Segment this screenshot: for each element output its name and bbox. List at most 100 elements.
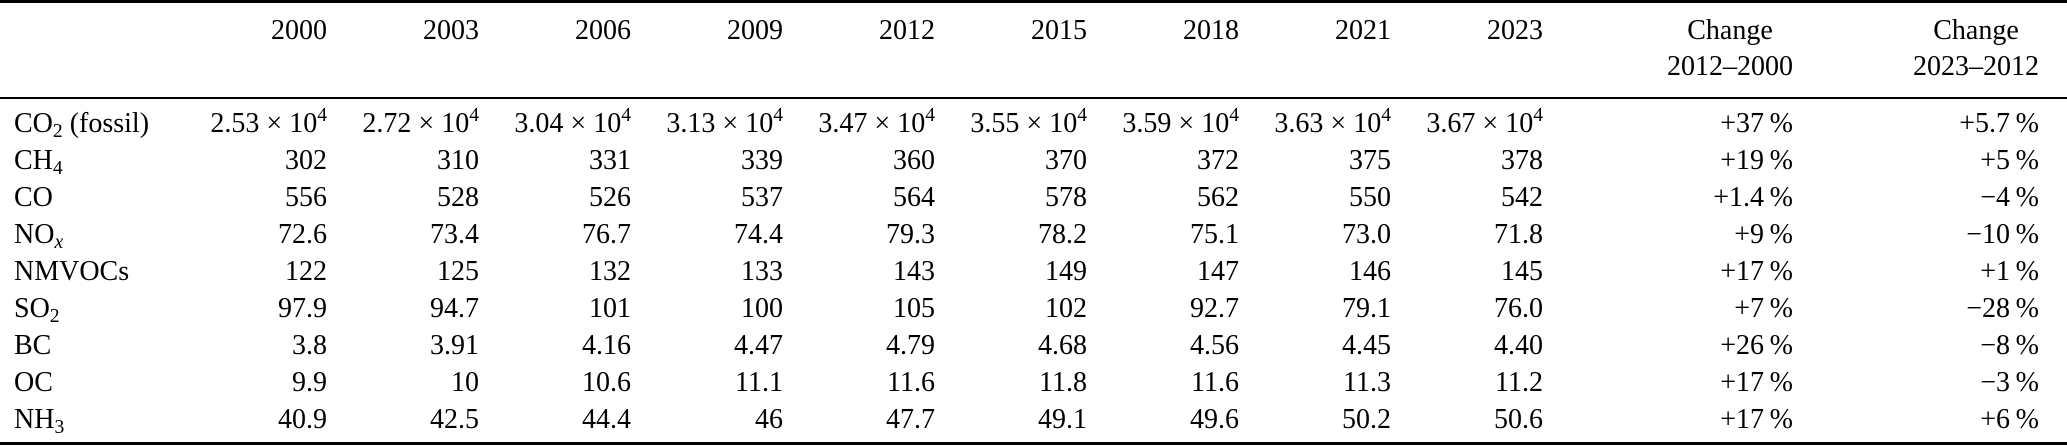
value-cell: 3.13 × 104 xyxy=(666,105,783,139)
value-cell: 147 xyxy=(1197,256,1239,287)
value-cell: 3.8 xyxy=(292,330,327,361)
value-cell: 47.7 xyxy=(886,404,935,435)
table-row: NMVOCs 122 125 132 133 143 149 147 146 1… xyxy=(0,253,2067,290)
value-cell: 375 xyxy=(1349,145,1391,176)
value-cell: 310 xyxy=(437,145,479,176)
value-cell: 562 xyxy=(1197,182,1239,213)
change-cell: +37 % xyxy=(1720,108,1793,139)
value-cell: 122 xyxy=(285,256,327,287)
value-cell: 3.63 × 104 xyxy=(1274,105,1391,139)
value-cell: 71.8 xyxy=(1494,219,1543,250)
value-cell: 331 xyxy=(589,145,631,176)
change-cell: −4 % xyxy=(1980,182,2039,213)
value-cell: 11.2 xyxy=(1495,367,1543,398)
value-cell: 125 xyxy=(437,256,479,287)
value-cell: 74.4 xyxy=(734,219,783,250)
table-row: CO 556 528 526 537 564 578 562 550 542 +… xyxy=(0,179,2067,216)
value-cell: 564 xyxy=(893,182,935,213)
value-cell: 4.45 xyxy=(1342,330,1391,361)
value-cell: 11.3 xyxy=(1343,367,1391,398)
value-cell: 4.40 xyxy=(1494,330,1543,361)
value-cell: 302 xyxy=(285,145,327,176)
col-header-change-2023-2012: Change 2023–2012 xyxy=(1793,1,2067,99)
value-cell: 72.6 xyxy=(278,219,327,250)
value-cell: 100 xyxy=(741,293,783,324)
value-cell: 42.5 xyxy=(430,404,479,435)
change-cell: +19 % xyxy=(1720,145,1793,176)
change-cell: +1.4 % xyxy=(1713,182,1793,213)
value-cell: 542 xyxy=(1501,182,1543,213)
value-cell: 372 xyxy=(1197,145,1239,176)
species-cell: NH3 xyxy=(14,404,65,439)
table-row: CO2 (fossil) 2.53 × 104 2.72 × 104 3.04 … xyxy=(0,98,2067,142)
value-cell: 49.6 xyxy=(1190,404,1239,435)
value-cell: 94.7 xyxy=(430,293,479,324)
value-cell: 3.91 xyxy=(430,330,479,361)
species-cell: CO2 (fossil) xyxy=(14,108,150,143)
value-cell: 526 xyxy=(589,182,631,213)
value-cell: 44.4 xyxy=(582,404,631,435)
col-header-year-2012: 2012 xyxy=(783,1,935,99)
change-header-stack: Change 2023–2012 xyxy=(1913,15,2039,82)
value-cell: 11.8 xyxy=(1039,367,1087,398)
value-cell: 378 xyxy=(1501,145,1543,176)
col-header-year-2018: 2018 xyxy=(1087,1,1239,99)
value-cell: 76.0 xyxy=(1494,293,1543,324)
table-row: NH3 40.9 42.5 44.4 46 47.7 49.1 49.6 50.… xyxy=(0,401,2067,444)
species-cell: CH4 xyxy=(14,145,63,180)
species-cell: CO xyxy=(14,182,53,213)
value-cell: 537 xyxy=(741,182,783,213)
value-cell: 132 xyxy=(589,256,631,287)
value-cell: 73.4 xyxy=(430,219,479,250)
value-cell: 75.1 xyxy=(1190,219,1239,250)
col-header-year-2003: 2003 xyxy=(327,1,479,99)
change-cell: +26 % xyxy=(1720,330,1793,361)
change-cell: +5.7 % xyxy=(1959,108,2039,139)
value-cell: 101 xyxy=(589,293,631,324)
value-cell: 105 xyxy=(893,293,935,324)
value-cell: 79.1 xyxy=(1342,293,1391,324)
col-header-year-2015: 2015 xyxy=(935,1,1087,99)
species-cell: BC xyxy=(14,330,52,361)
value-cell: 9.9 xyxy=(292,367,327,398)
col-header-change-2012-2000: Change 2012–2000 xyxy=(1543,1,1793,99)
value-cell: 3.59 × 104 xyxy=(1122,105,1239,139)
col-header-species xyxy=(0,1,175,99)
change-cell: +1 % xyxy=(1980,256,2039,287)
col-header-year-2021: 2021 xyxy=(1239,1,1391,99)
col-header-year-2006: 2006 xyxy=(479,1,631,99)
value-cell: 2.72 × 104 xyxy=(362,105,479,139)
col-header-year-2023: 2023 xyxy=(1391,1,1543,99)
header-row: 2000 2003 2006 2009 2012 2015 2018 2021 … xyxy=(0,1,2067,99)
value-cell: 550 xyxy=(1349,182,1391,213)
species-cell: SO2 xyxy=(14,293,60,328)
value-cell: 4.68 xyxy=(1038,330,1087,361)
change-cell: +6 % xyxy=(1980,404,2039,435)
change-cell: −28 % xyxy=(1966,293,2039,324)
value-cell: 556 xyxy=(285,182,327,213)
value-cell: 133 xyxy=(741,256,783,287)
value-cell: 3.04 × 104 xyxy=(514,105,631,139)
table-row: OC 9.9 10 10.6 11.1 11.6 11.8 11.6 11.3 … xyxy=(0,364,2067,401)
change-cell: +17 % xyxy=(1720,256,1793,287)
value-cell: 97.9 xyxy=(278,293,327,324)
value-cell: 339 xyxy=(741,145,783,176)
value-cell: 4.16 xyxy=(582,330,631,361)
value-cell: 73.0 xyxy=(1342,219,1391,250)
change-cell: +17 % xyxy=(1720,367,1793,398)
value-cell: 3.47 × 104 xyxy=(818,105,935,139)
value-cell: 76.7 xyxy=(582,219,631,250)
value-cell: 145 xyxy=(1501,256,1543,287)
value-cell: 4.56 xyxy=(1190,330,1239,361)
value-cell: 50.6 xyxy=(1494,404,1543,435)
value-cell: 11.1 xyxy=(735,367,783,398)
change-cell: −3 % xyxy=(1980,367,2039,398)
col-header-year-2009: 2009 xyxy=(631,1,783,99)
value-cell: 360 xyxy=(893,145,935,176)
change-cell: +17 % xyxy=(1720,404,1793,435)
table-row: SO2 97.9 94.7 101 100 105 102 92.7 79.1 … xyxy=(0,290,2067,327)
species-cell: NOx xyxy=(14,219,64,254)
change-cell: +5 % xyxy=(1980,145,2039,176)
